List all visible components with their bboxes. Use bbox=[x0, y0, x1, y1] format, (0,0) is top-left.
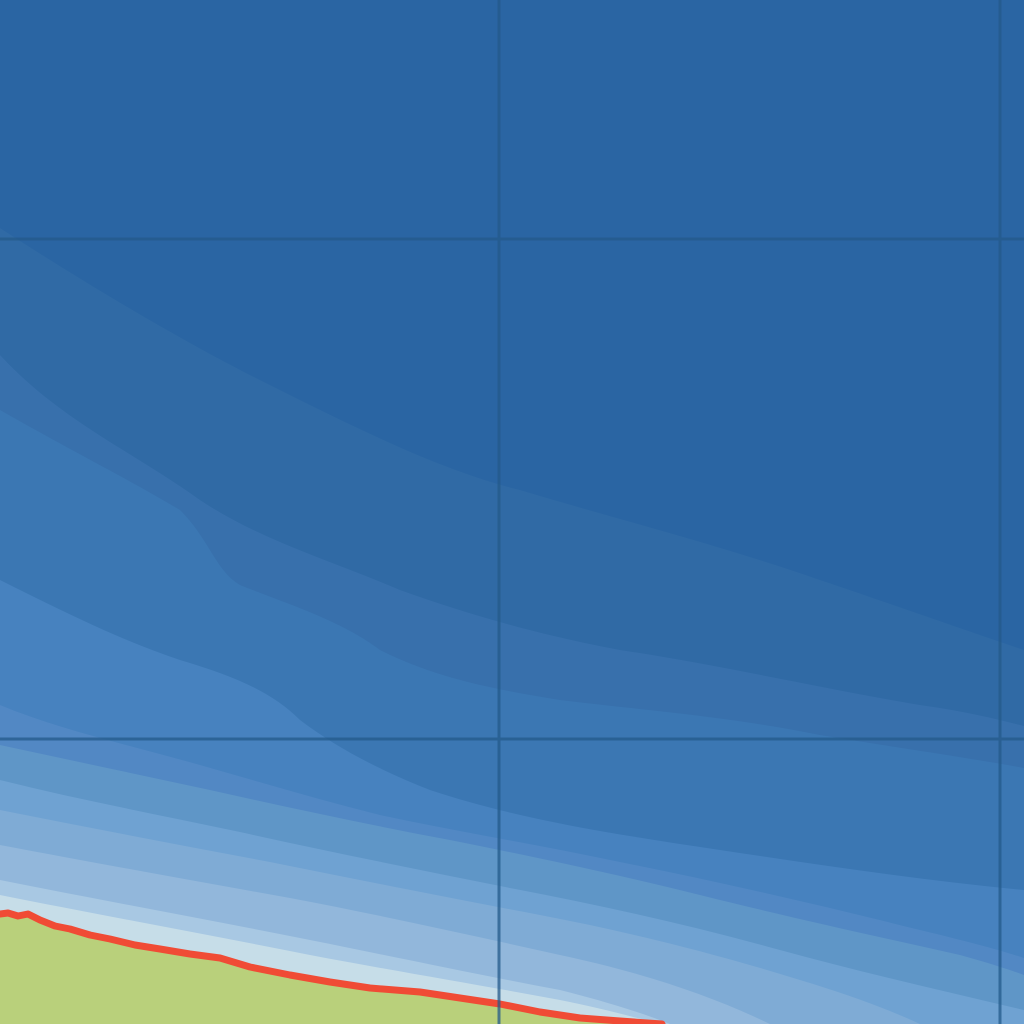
land-area bbox=[0, 913, 662, 1024]
coastline bbox=[0, 909, 666, 1024]
